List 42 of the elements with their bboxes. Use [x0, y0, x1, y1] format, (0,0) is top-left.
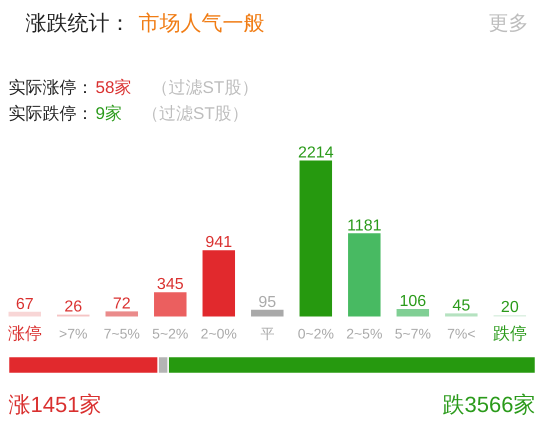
data-label: 20: [500, 299, 519, 316]
x-tick-label: 跌停: [492, 324, 527, 343]
data-label: 67: [16, 296, 34, 313]
data-label: 106: [399, 293, 426, 310]
data-label: 345: [156, 276, 184, 294]
bar: [445, 313, 478, 316]
x-tick-label: 平: [260, 326, 274, 342]
text: （过滤ST股）: [152, 78, 258, 97]
bar: [348, 233, 381, 316]
x-tick-label: 涨停: [8, 324, 42, 343]
data-label: 26: [64, 298, 82, 316]
text: 实际涨停：: [8, 78, 94, 97]
text: 跌3566家: [442, 392, 536, 417]
x-tick-label: 2~5%: [346, 326, 382, 342]
bar: [8, 312, 42, 316]
x-tick-label: 7~5%: [104, 326, 140, 342]
data-label: 72: [112, 295, 131, 312]
bar: [300, 160, 332, 316]
x-tick-label: >7%: [59, 326, 88, 342]
chart-title: 涨跌统计：: [26, 12, 130, 35]
bar: [202, 250, 236, 316]
bar: [106, 311, 138, 316]
data-label: 1181: [347, 217, 382, 234]
text: 更多: [488, 12, 528, 34]
data-label: 941: [205, 234, 232, 252]
text: 58家: [96, 78, 132, 97]
x-tick-label: 5~7%: [394, 326, 431, 342]
data-label: 95: [258, 294, 276, 311]
x-tick-label: 5~2%: [152, 326, 188, 342]
x-tick-label: 0~2%: [298, 326, 334, 342]
text: 涨1451家: [8, 392, 102, 417]
x-tick-label: 7%<: [447, 326, 476, 342]
x-tick-label: 2~0%: [200, 326, 237, 342]
data-label: 2214: [298, 144, 334, 162]
text: 9家: [96, 104, 122, 123]
chart-subtitle: 市场人气一般: [138, 12, 264, 35]
data-label: 45: [452, 297, 470, 314]
bar: [251, 310, 284, 316]
text: 实际跌停：: [8, 104, 94, 123]
text: （过滤ST股）: [142, 104, 249, 123]
bar: [154, 292, 187, 316]
bar: [396, 309, 430, 316]
